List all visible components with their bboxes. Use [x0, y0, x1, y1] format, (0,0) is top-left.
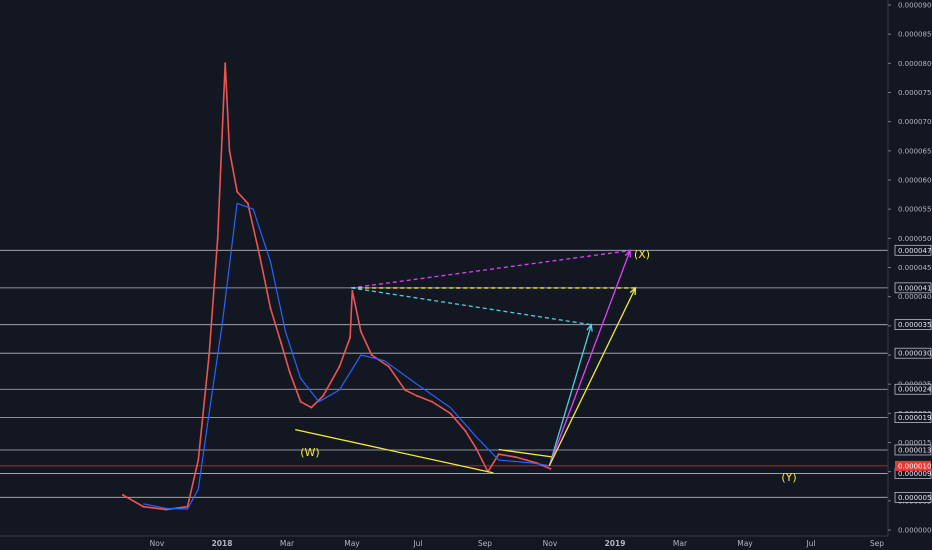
arrowhead-4 [624, 249, 632, 258]
level-tag-4[interactable] [894, 383, 932, 395]
price-axis-bg [888, 0, 932, 550]
price-point-0 [121, 494, 124, 496]
price-point-10 [246, 202, 249, 205]
level-tag-label-4: 0.00002413 [898, 386, 932, 394]
level-tag-label-8: 0.00000560 [898, 494, 932, 502]
price-point-34 [549, 467, 552, 470]
y-tick-label-15: 0.00001500 [898, 439, 932, 447]
price-point-11 [258, 254, 261, 257]
y-tick-label-18: 0.00000000 [898, 527, 932, 535]
x-tick-label-5: Sep [478, 539, 492, 548]
level-tag-label-7: 0.00000970 [898, 470, 932, 478]
price-point-27 [449, 412, 452, 415]
price-point-8 [228, 149, 231, 152]
wave-label-1: (X) [634, 248, 650, 261]
x-tick-label-8: Mar [673, 539, 688, 548]
current-price-tag[interactable] [895, 460, 931, 471]
trendline-upper[interactable] [498, 448, 554, 458]
y-tick-label-10: 0.00004000 [898, 293, 932, 301]
y-tick-label-3: 0.00007500 [898, 89, 932, 97]
current-price-label: 0.00001099 [898, 462, 932, 470]
price-point-28 [464, 429, 467, 432]
price-point-19 [349, 336, 352, 339]
price-point-12 [269, 307, 272, 310]
moving_average-line[interactable] [143, 202, 551, 510]
price-point-29 [475, 447, 478, 450]
x-tick-label-1: 2018 [212, 539, 233, 548]
price-point-2 [165, 508, 168, 511]
level-tag-label-3: 0.00003031 [898, 350, 932, 358]
price-point-26 [430, 400, 433, 403]
projection-5[interactable] [548, 287, 637, 467]
price-point-5 [208, 354, 211, 356]
y-tick-label-1: 0.00008500 [898, 31, 932, 39]
arrowhead-3 [586, 323, 593, 332]
arrowhead-5 [629, 286, 637, 295]
level-tag-label-2: 0.00003520 [898, 321, 932, 329]
price-point-18 [338, 365, 341, 368]
wave-label-0: (W) [300, 446, 319, 459]
level-tag-6[interactable] [894, 444, 932, 456]
price-point-6 [216, 237, 219, 240]
y-tick-label-7: 0.00005500 [898, 206, 932, 214]
y-tick-label-6: 0.00006000 [898, 177, 932, 185]
y-tick-label-5: 0.00006500 [898, 147, 932, 155]
price-series [121, 62, 552, 511]
level-tag-1[interactable] [894, 282, 932, 294]
projection-4[interactable] [548, 250, 631, 467]
price-point-9 [236, 190, 239, 193]
price-point-13 [280, 342, 283, 345]
price-point-20 [351, 289, 354, 292]
price-point-25 [415, 394, 418, 397]
price-point-14 [288, 371, 291, 374]
level-tag-2[interactable] [894, 319, 932, 331]
x-tick-label-9: May [737, 539, 753, 548]
projection-3[interactable] [548, 324, 592, 467]
y-tick-label-9: 0.00004500 [898, 264, 932, 272]
price-point-1 [142, 505, 145, 508]
y-tick-label-8: 0.00005000 [898, 235, 932, 243]
y-tick-label-0: 0.00009000 [898, 2, 932, 10]
price-point-22 [370, 354, 373, 356]
price-axis[interactable]: 0.00009000 0.00008500 0.00008000 0.00007500… [887, 0, 932, 550]
price-point-16 [310, 406, 313, 409]
y-tick-label-4: 0.00007000 [898, 118, 932, 126]
x-tick-label-4: Jul [412, 539, 422, 548]
annotations: (W) (X) (Y) [295, 248, 797, 484]
price-point-7 [224, 62, 227, 65]
x-tick-label-11: Sep [870, 539, 884, 548]
price-point-17 [322, 394, 325, 397]
x-tick-label-2: Mar [280, 539, 295, 548]
x-tick-label-6: Nov [543, 539, 558, 548]
level-tag-label-6: 0.00001372 [898, 446, 932, 454]
level-tag-8[interactable] [894, 491, 932, 503]
y-tick-label-2: 0.00008000 [898, 60, 932, 68]
level-tag-5[interactable] [894, 412, 932, 423]
trendline-lower[interactable] [295, 429, 494, 474]
x-tick-label-0: Nov [150, 539, 165, 548]
price-point-21 [359, 330, 362, 333]
price-point-24 [404, 389, 407, 391]
price-point-15 [299, 400, 302, 403]
price-point-32 [514, 456, 517, 459]
price-point-4 [197, 459, 200, 461]
price-point-23 [387, 365, 390, 368]
projection-2[interactable] [351, 287, 592, 326]
level-tag-label-5: 0.00001926 [898, 414, 932, 422]
time-axis[interactable]: Nov 2018 Mar May Jul Sep Nov 2019 Mar May Jul Sep [0, 535, 888, 548]
price-point-31 [497, 453, 500, 456]
projection-0[interactable] [351, 249, 631, 289]
x-tick-label-7: 2019 [605, 539, 626, 548]
x-tick-label-3: May [344, 539, 360, 548]
x-tick-label-10: Jul [805, 539, 815, 548]
level-tag-0[interactable] [894, 244, 932, 256]
level-tag-label-0: 0.00004795 [898, 247, 932, 255]
level-tag-label-1: 0.00004151 [898, 284, 932, 292]
level-tag-3[interactable] [894, 347, 932, 359]
wave-label-2: (Y) [781, 471, 796, 484]
